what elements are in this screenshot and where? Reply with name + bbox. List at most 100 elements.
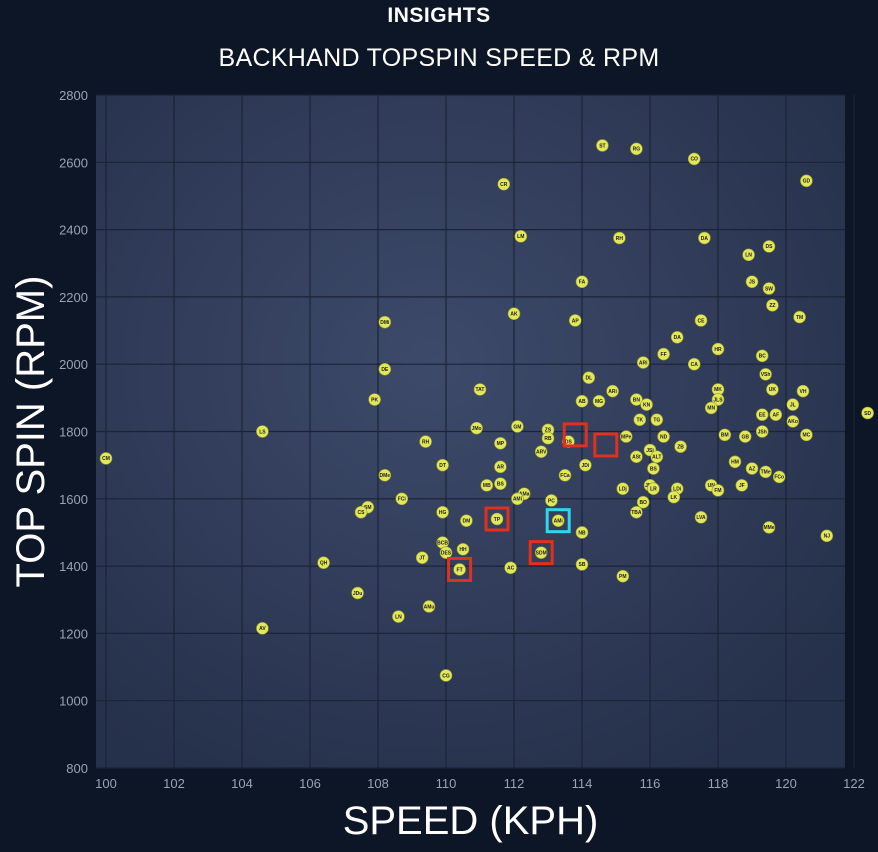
data-point-marker	[99, 452, 113, 465]
data-point: TK	[633, 413, 647, 427]
header: INSIGHTS BACKHAND TOPSPIN SPEED & RPM	[0, 0, 878, 90]
data-point: FT	[453, 563, 466, 576]
data-point-label: CA	[691, 362, 699, 368]
x-tick-label: 112	[504, 776, 525, 791]
data-point-label: MP	[497, 441, 505, 447]
data-point: MG	[592, 394, 606, 408]
data-point-label: AKo	[788, 419, 798, 425]
x-tick-label: 106	[299, 776, 321, 791]
y-tick-label: 2600	[59, 155, 88, 170]
data-point: NJ	[820, 529, 834, 543]
data-point: FCa	[558, 468, 572, 482]
data-point-label: AV	[259, 626, 266, 632]
data-point: CA	[687, 357, 701, 371]
page-title: INSIGHTS	[387, 4, 491, 27]
data-point-label: LK	[670, 495, 677, 501]
data-point: MPe	[619, 430, 633, 443]
x-tick-label: 116	[640, 776, 661, 791]
data-point: FF	[657, 347, 670, 361]
data-point-label: MPe	[621, 434, 632, 440]
data-point-label: ALT	[652, 455, 661, 461]
data-point-marker	[647, 482, 660, 496]
data-point-marker	[755, 425, 769, 438]
data-point-marker	[395, 492, 409, 506]
data-point: CS	[354, 505, 368, 519]
highlight-box-red	[484, 506, 510, 532]
data-point-marker	[650, 413, 664, 427]
data-point-label: JT	[419, 555, 425, 561]
data-point-marker	[545, 494, 558, 507]
data-point-label: AP	[572, 318, 580, 324]
data-point: JL	[786, 398, 800, 411]
data-point: JDu	[351, 586, 364, 600]
data-point-label: MN	[707, 406, 715, 412]
x-tick-label: 114	[572, 776, 593, 791]
data-point-label: RG	[633, 147, 641, 153]
data-point: BC	[755, 349, 769, 363]
data-point: AB	[575, 394, 589, 408]
data-point-marker	[378, 362, 392, 376]
data-point-label: HR	[714, 347, 722, 353]
data-point-marker	[541, 431, 555, 445]
data-point-label: UK	[769, 387, 777, 393]
data-point-marker	[368, 393, 381, 406]
data-point: RH	[419, 435, 432, 448]
data-point-label: VSh	[761, 372, 771, 378]
data-point-marker	[745, 462, 759, 475]
data-point-marker	[742, 248, 755, 262]
data-point: LR	[647, 482, 660, 496]
y-tick-label: 2400	[59, 223, 88, 238]
y-tick-label: 2200	[59, 290, 88, 305]
data-point: AMi	[511, 492, 524, 506]
data-point: LS	[256, 425, 269, 438]
data-point-marker	[582, 371, 596, 384]
data-point: TM	[793, 310, 806, 324]
data-point-label: DS	[565, 439, 573, 445]
data-point-marker	[456, 542, 470, 556]
data-point-label: JLS	[713, 397, 723, 403]
x-tick-label: 120	[775, 776, 797, 791]
data-point: AC	[504, 561, 517, 575]
data-point-marker	[698, 231, 711, 245]
data-point-marker	[755, 349, 769, 363]
data-point-label: DA	[701, 236, 709, 242]
data-point-marker	[759, 367, 772, 381]
page-subtitle: BACKHAND TOPSPIN SPEED & RPM	[218, 44, 660, 72]
data-point-marker	[534, 445, 548, 458]
data-point: DMi	[378, 315, 392, 329]
data-point: CE	[694, 314, 708, 327]
data-point-marker	[378, 315, 392, 329]
data-point-marker	[738, 430, 752, 443]
data-point-marker	[568, 314, 582, 327]
data-point-label: BO	[639, 500, 647, 506]
data-point-marker	[694, 314, 708, 327]
data-point-label: TG	[653, 418, 660, 424]
data-point-label: TM	[796, 315, 803, 321]
data-point-marker	[636, 356, 650, 369]
data-point-marker	[534, 546, 548, 559]
data-point-marker	[728, 455, 742, 469]
x-tick-label: 100	[95, 776, 117, 791]
data-point: PM	[616, 569, 630, 583]
data-point-marker	[650, 450, 664, 464]
data-point: DS	[762, 240, 776, 253]
data-point-label: ND	[660, 434, 668, 440]
data-point-label: CG	[442, 673, 450, 679]
data-point-marker	[497, 177, 511, 191]
data-point: SB	[575, 558, 589, 571]
data-point-marker	[470, 421, 483, 435]
data-point: DA	[670, 330, 684, 344]
data-point-label: MMe	[763, 525, 774, 531]
data-point: JMo	[470, 421, 483, 435]
data-point: MMe	[762, 521, 776, 534]
data-point: MN	[704, 401, 718, 415]
data-point-label: FA	[579, 280, 586, 286]
data-point-marker	[392, 610, 405, 623]
data-point-label: ZS	[545, 428, 552, 434]
data-point: CO	[687, 152, 701, 166]
data-point-label: RH	[616, 236, 624, 242]
data-point-marker	[630, 142, 643, 156]
data-point-label: LS	[259, 429, 266, 435]
data-point-marker	[579, 458, 592, 472]
y-tick-label: 1800	[59, 425, 88, 440]
